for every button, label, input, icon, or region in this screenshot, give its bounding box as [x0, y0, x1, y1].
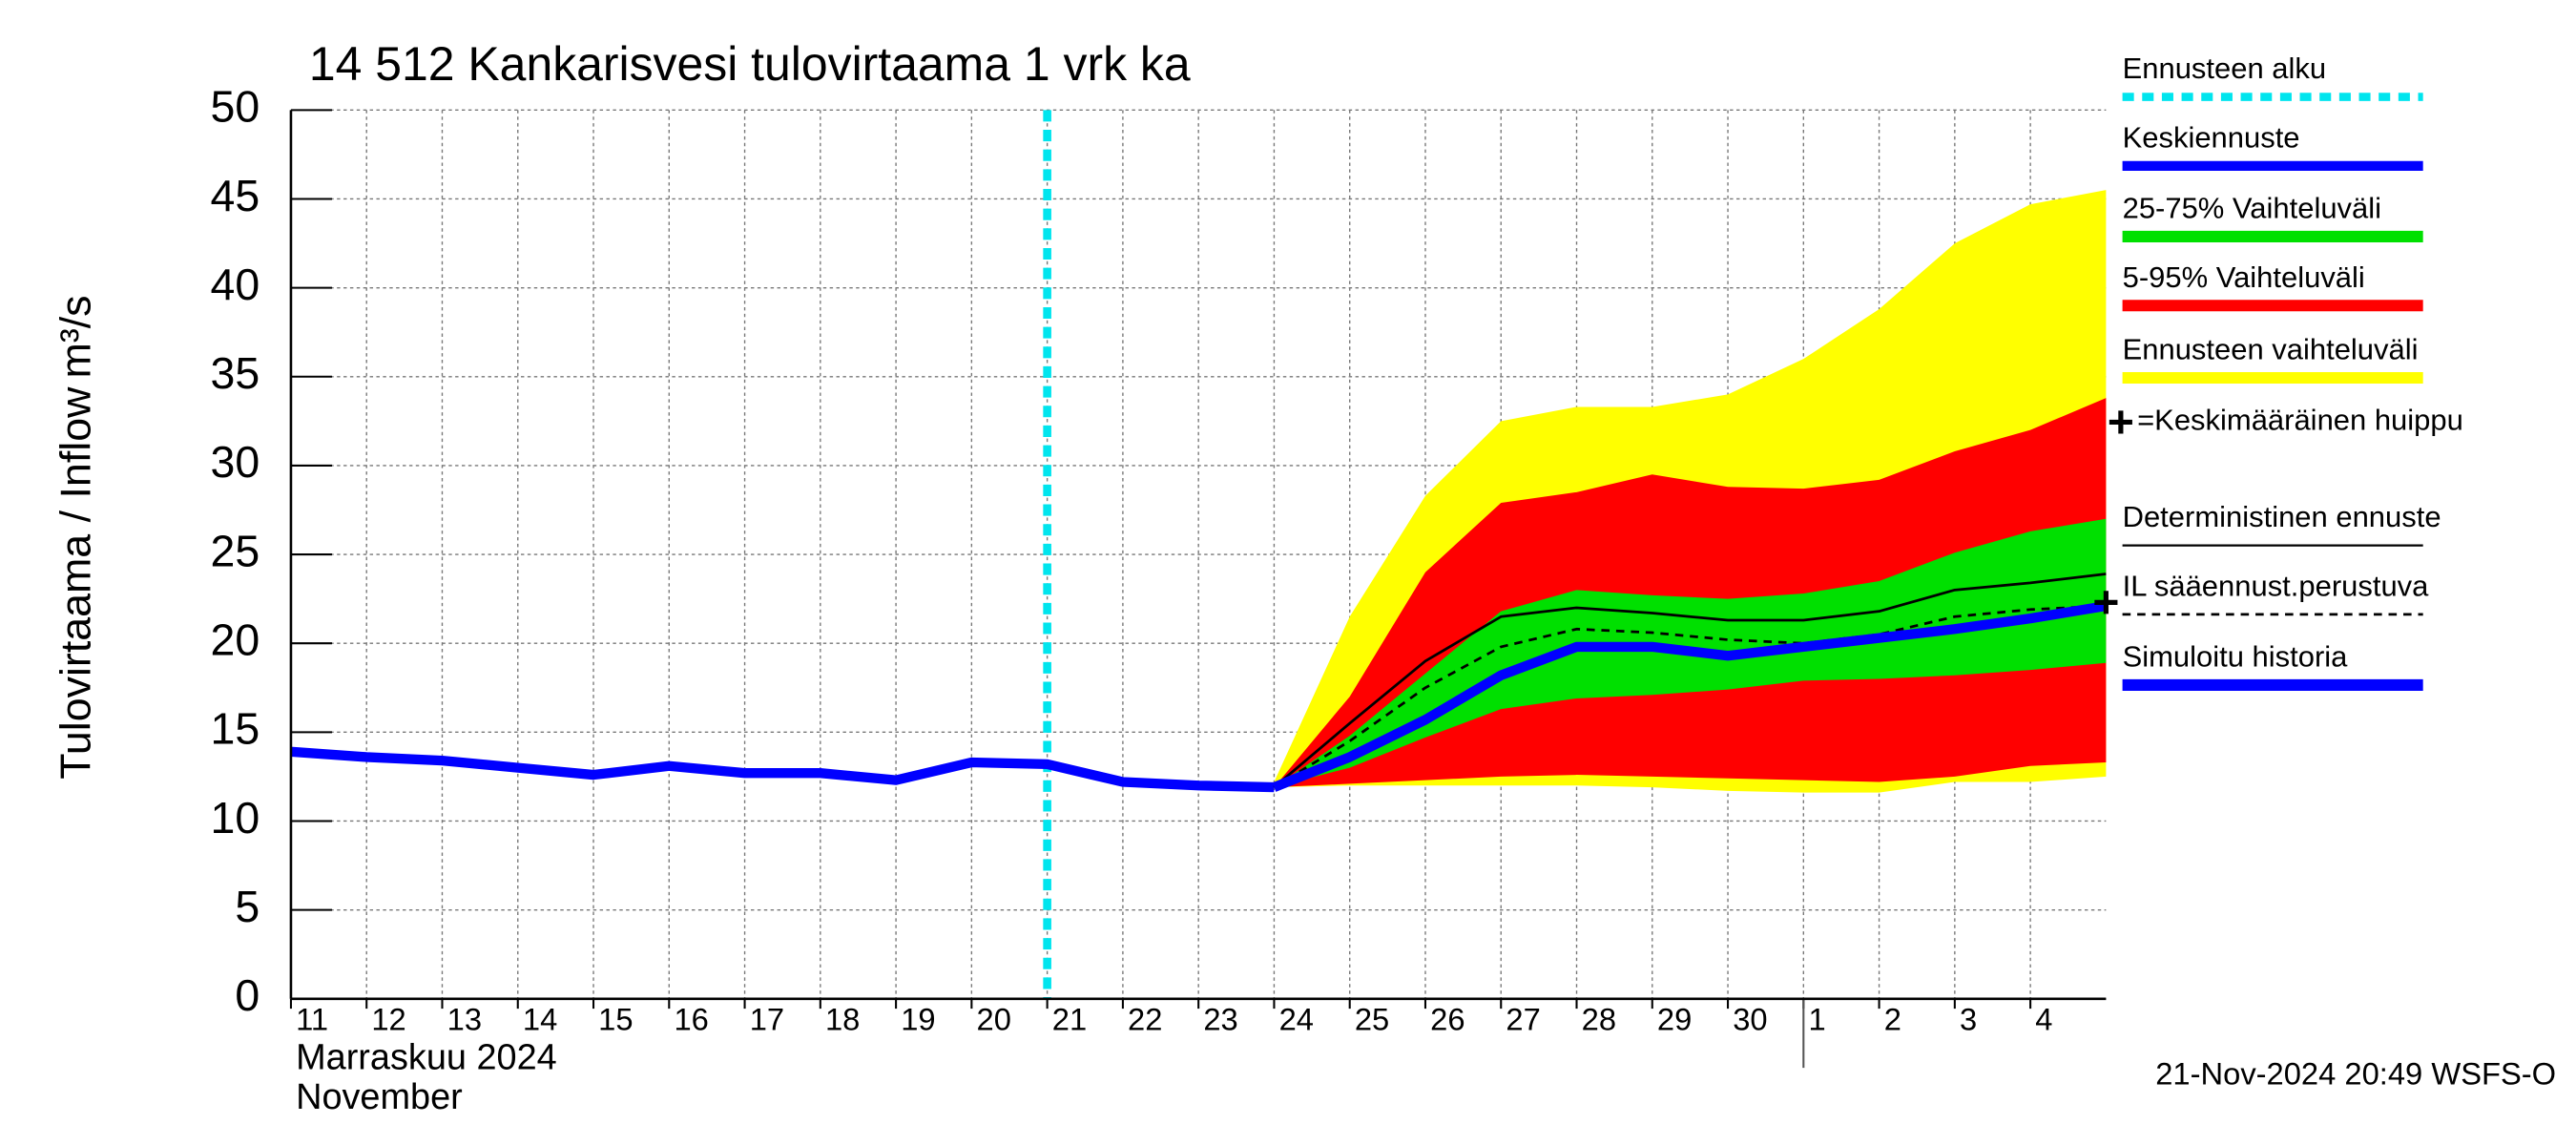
legend-label: Simuloitu historia: [2123, 640, 2349, 674]
x-tick-label: 22: [1128, 1002, 1162, 1037]
x-tick-label: 24: [1279, 1002, 1314, 1037]
month-label-en: November: [296, 1077, 463, 1117]
x-tick-label: 2: [1884, 1002, 1901, 1037]
month-label: Marraskuu 2024: [296, 1037, 557, 1077]
legend-label: =Keskimääräinen huippu: [2137, 404, 2463, 437]
x-tick-label: 28: [1582, 1002, 1616, 1037]
y-axis-unit: m³/s: [52, 295, 100, 378]
x-tick-label: 12: [371, 1002, 405, 1037]
series-line: [1273, 572, 2107, 789]
footer: 21-Nov-2024 20:49 WSFS-O: [2155, 1055, 2556, 1091]
chart-title: 14 512 Kankarisvesi tulovirtaama 1 vrk k…: [309, 37, 1191, 91]
x-tick-label: 23: [1203, 1002, 1237, 1037]
x-tick-label: 4: [2035, 1002, 2052, 1037]
x-tick-label: 26: [1430, 1002, 1465, 1037]
series-line: [1272, 600, 2108, 792]
y-tick-label: 0: [235, 970, 260, 1020]
y-tick-label: 45: [211, 171, 260, 220]
y-tick-label: 10: [211, 793, 260, 843]
x-tick-label: 30: [1733, 1002, 1767, 1037]
y-tick-label: 20: [211, 614, 260, 664]
legend-label: Ennusteen vaihteluväli: [2123, 333, 2419, 366]
y-tick-label: 5: [235, 882, 260, 931]
legend-label: IL sääennust.perustuva: [2123, 570, 2430, 603]
legend-swatch: [2109, 410, 2132, 434]
peak-marker: [2094, 591, 2118, 614]
y-tick-label: 40: [211, 260, 260, 309]
legend-label: 25-75% Vaihteluväli: [2123, 192, 2381, 225]
y-tick-label: 35: [211, 348, 260, 398]
y-tick-label: 15: [211, 704, 260, 754]
x-tick-label: 1: [1808, 1002, 1825, 1037]
x-tick-label: 19: [901, 1002, 935, 1037]
legend-label: Keskiennuste: [2123, 121, 2300, 155]
x-tick-label: 15: [598, 1002, 633, 1037]
series-line: [290, 746, 1275, 793]
legend: Ennusteen alku Keskiennuste 25-75% Vaihtel…: [2109, 52, 2463, 691]
y-tick-label: 30: [211, 437, 260, 487]
x-tick-label: 21: [1052, 1002, 1087, 1037]
x-tick-label: 14: [523, 1002, 557, 1037]
x-tick-label: 18: [825, 1002, 860, 1037]
y-tick-label: 25: [211, 526, 260, 575]
x-tick-label: 27: [1506, 1002, 1540, 1037]
x-tick-label: 3: [1960, 1002, 1977, 1037]
series-line: [1273, 604, 2107, 789]
x-tick-label: 20: [977, 1002, 1011, 1037]
x-tick-label: 11: [296, 1002, 328, 1037]
y-axis-label: Tulovirtaama / Inflow: [52, 386, 100, 780]
legend-label: 5-95% Vaihteluväli: [2123, 260, 2365, 294]
legend-label: Ennusteen alku: [2123, 52, 2327, 85]
x-tick-label: 25: [1355, 1002, 1389, 1037]
x-tick-label: 29: [1657, 1002, 1692, 1037]
y-tick-label: 50: [211, 82, 260, 132]
x-tick-label: 13: [447, 1002, 482, 1037]
legend-label: Deterministinen ennuste: [2123, 500, 2441, 533]
x-tick-label: 16: [674, 1002, 708, 1037]
x-tick-label: 17: [750, 1002, 784, 1037]
